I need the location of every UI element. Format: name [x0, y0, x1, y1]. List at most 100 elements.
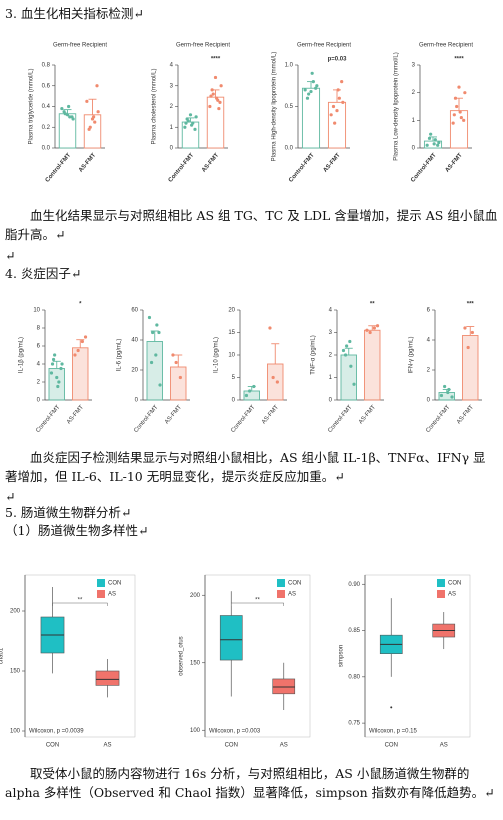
y-tick-label: 20	[228, 308, 235, 314]
data-point	[345, 344, 349, 348]
legend-label: AS	[448, 592, 456, 598]
outlier	[390, 706, 393, 709]
data-point	[210, 88, 214, 92]
y-tick-label: 0	[412, 146, 416, 152]
y-tick-label: 0	[170, 146, 174, 152]
data-point	[333, 121, 337, 125]
data-point	[341, 348, 346, 353]
y-tick-label: 20	[131, 368, 138, 374]
significance: ****	[454, 57, 464, 63]
data-point	[429, 132, 433, 136]
data-point	[93, 120, 97, 124]
y-tick-label: 6	[427, 308, 431, 314]
y-axis-label: IL-6 (pg/mL)	[117, 339, 123, 372]
data-point	[457, 85, 461, 89]
data-point	[183, 125, 187, 129]
data-point	[436, 143, 440, 147]
significance-bracket	[52, 602, 108, 606]
x-tick-label: AS	[103, 743, 111, 749]
data-point	[65, 113, 70, 117]
x-tick-label: CON	[385, 743, 398, 749]
data-point	[213, 75, 218, 80]
legend-label: CON	[288, 581, 301, 587]
y-tick-label: 200	[10, 609, 21, 615]
data-point	[463, 326, 467, 330]
data-point	[90, 117, 95, 121]
data-point	[174, 360, 178, 365]
data-point	[244, 393, 249, 398]
y-tick-label: 100	[190, 728, 201, 734]
y-tick-label: 0.2	[42, 125, 51, 131]
y-tick-label: 2	[329, 353, 333, 359]
y-tick-label: 6	[37, 344, 41, 350]
data-point	[307, 92, 311, 96]
data-point	[53, 353, 57, 357]
y-tick-label: 3	[170, 83, 174, 89]
y-tick-label: 15	[228, 330, 235, 336]
x-tick-label: AS-FMT	[456, 404, 475, 425]
y-tick-label: 1	[412, 118, 416, 124]
significance-bracket	[231, 602, 284, 606]
significance: **	[255, 598, 260, 604]
y-axis-label: simpson	[339, 645, 345, 667]
data-point	[194, 115, 198, 119]
data-point	[55, 375, 59, 380]
y-tick-label: 0.0	[42, 146, 51, 152]
y-axis-label: Plasma cholesterol (mmol/L)	[152, 68, 158, 144]
legend-swatch	[437, 579, 445, 587]
data-point	[337, 96, 341, 100]
data-point	[462, 118, 466, 122]
data-point	[215, 96, 219, 100]
x-tick-label: AS	[280, 743, 288, 749]
data-point	[452, 113, 456, 117]
data-point	[343, 353, 348, 357]
y-tick-label: 1.0	[285, 63, 294, 69]
data-point	[67, 104, 71, 109]
x-tick-label: CON	[225, 743, 238, 749]
data-point	[453, 96, 458, 100]
bar	[267, 363, 284, 401]
significance: **	[370, 302, 375, 308]
x-tick-label: Control-FMT	[288, 152, 316, 183]
data-point	[437, 140, 441, 145]
data-point	[439, 393, 444, 398]
x-tick-label: AS-FMT	[445, 152, 464, 173]
data-point	[331, 104, 336, 109]
significance: *	[79, 302, 82, 308]
data-point	[470, 330, 474, 335]
x-tick-label: AS-FMT	[261, 404, 280, 425]
y-tick-label: 4	[427, 338, 431, 344]
data-point	[193, 127, 197, 131]
y-tick-label: 1	[329, 375, 333, 381]
data-point	[335, 109, 339, 113]
box	[272, 678, 296, 695]
y-tick-label: 40	[131, 338, 138, 344]
data-point	[217, 106, 221, 111]
legend-swatch	[97, 590, 105, 598]
data-point	[73, 353, 77, 357]
y-axis-label: IL-10 (pg/mL)	[214, 337, 220, 373]
significance: **	[78, 598, 83, 604]
paragraph-mark: ↵	[5, 248, 16, 263]
data-point	[315, 84, 319, 88]
x-tick-label: AS-FMT	[78, 152, 97, 173]
data-point	[252, 384, 256, 389]
y-tick-label: 1	[170, 125, 174, 131]
chart-title: Germ-free Recipient	[419, 43, 473, 49]
y-tick-label: 0.4	[42, 104, 51, 110]
y-tick-label: 2	[170, 104, 174, 110]
data-point	[425, 143, 429, 147]
data-point	[463, 91, 467, 95]
data-point	[341, 100, 345, 104]
data-point	[309, 89, 313, 94]
chart-title: Germ-free Recipient	[297, 43, 351, 49]
significance: ***	[467, 302, 475, 308]
heading: 4. 炎症因子↵	[5, 266, 82, 281]
data-point	[268, 326, 272, 330]
data-point	[349, 364, 353, 368]
data-point	[432, 142, 436, 146]
data-point	[155, 323, 159, 327]
y-tick-label: 8	[37, 326, 41, 332]
data-point	[352, 382, 356, 386]
legend-label: CON	[448, 581, 461, 587]
